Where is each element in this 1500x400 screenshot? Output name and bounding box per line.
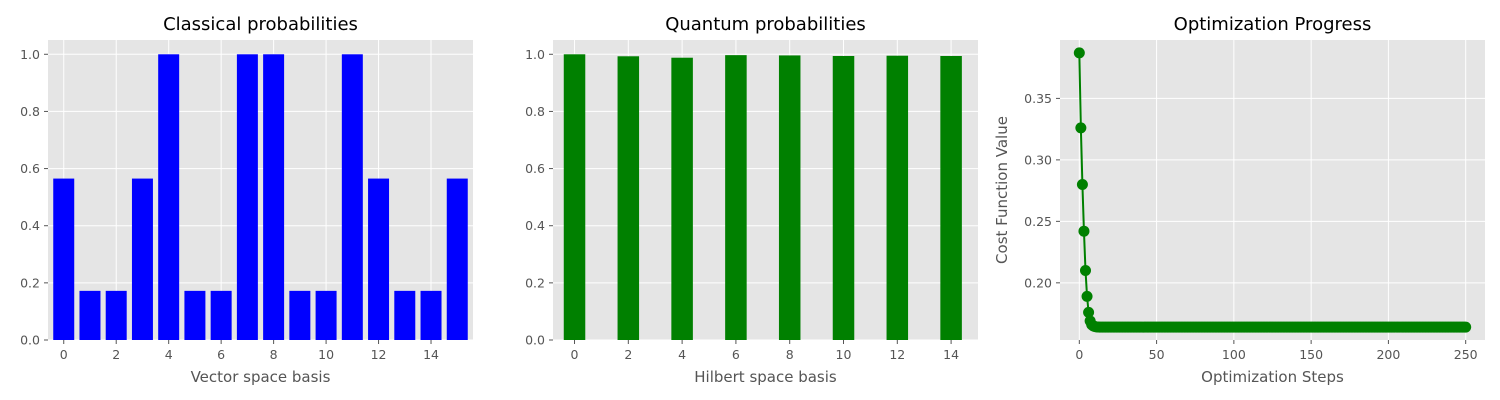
- optimization-y-axis-label: Cost Function Value: [993, 116, 1011, 264]
- classical-bar: [184, 290, 206, 340]
- optimization-x-tick-label: 150: [1299, 347, 1323, 362]
- classical-x-tick-label: 4: [165, 347, 173, 362]
- quantum-bar: [725, 55, 747, 341]
- classical-bar: [341, 54, 363, 341]
- quantum-x-tick-label: 14: [943, 347, 959, 362]
- classical-ticks: 0 2 4 6 8 10 12 14 0.0 0.2 0.4 0.6 0.8 1.0: [20, 47, 439, 362]
- quantum-bar: [617, 56, 640, 341]
- classical-bar: [53, 178, 75, 340]
- optimization-ticks: 0 50 100 150 200 250 0.20 0.25 0.30 0.35: [1024, 91, 1478, 362]
- optimization-point: [1083, 306, 1095, 318]
- classical-x-tick-label: 8: [270, 347, 278, 362]
- quantum-chart-title: Quantum probabilities: [665, 14, 866, 35]
- optimization-point: [1073, 47, 1085, 59]
- optimization-point: [1078, 225, 1090, 237]
- optimization-point: [1460, 321, 1472, 333]
- quantum-bar: [940, 56, 962, 340]
- classical-bar: [158, 54, 180, 341]
- classical-bar: [420, 290, 442, 340]
- optimization-y-tick-label: 0.35: [1024, 91, 1052, 106]
- optimization-x-tick-label: 100: [1222, 347, 1246, 362]
- quantum-bar: [671, 57, 693, 340]
- classical-x-tick-label: 12: [371, 347, 387, 362]
- quantum-x-axis-label: Hilbert space basis: [694, 368, 837, 386]
- optimization-x-axis-label: Optimization Steps: [1201, 368, 1344, 386]
- quantum-x-tick-label: 0: [571, 347, 579, 362]
- quantum-bar: [886, 55, 909, 340]
- quantum-bars: [563, 54, 962, 341]
- quantum-y-tick-label: 0.2: [525, 275, 545, 290]
- optimization-y-tick-label: 0.30: [1024, 152, 1052, 167]
- optimization-x-tick-label: 0: [1075, 347, 1083, 362]
- classical-bar: [210, 290, 232, 340]
- optimization-plot-area: [1060, 40, 1485, 340]
- classical-x-tick-label: 14: [423, 347, 439, 362]
- classical-x-axis-label: Vector space basis: [191, 368, 331, 386]
- quantum-bar: [778, 55, 801, 341]
- optimization-chart-title: Optimization Progress: [1174, 14, 1372, 35]
- classical-y-tick-label: 1.0: [20, 47, 40, 62]
- classical-x-tick-label: 10: [318, 347, 334, 362]
- quantum-y-tick-label: 0.4: [525, 218, 545, 233]
- quantum-x-tick-label: 8: [786, 347, 794, 362]
- quantum-y-tick-label: 0.8: [525, 104, 545, 119]
- quantum-bar: [563, 54, 586, 341]
- classical-y-tick-label: 0.8: [20, 104, 40, 119]
- optimization-point: [1075, 122, 1087, 134]
- classical-bars: [53, 54, 468, 341]
- optimization-point: [1080, 265, 1091, 277]
- quantum-x-tick-label: 10: [836, 347, 852, 362]
- quantum-x-tick-label: 2: [624, 347, 632, 362]
- optimization-x-tick-label: 200: [1376, 347, 1400, 362]
- optimization-x-tick-label: 50: [1149, 347, 1165, 362]
- classical-bar: [446, 178, 468, 340]
- classical-y-tick-label: 0.4: [20, 218, 40, 233]
- optimization-point: [1081, 290, 1093, 302]
- optimization-y-tick-label: 0.25: [1024, 214, 1052, 229]
- optimization-series: [1073, 47, 1472, 333]
- classical-bar: [368, 178, 390, 340]
- classical-bar: [289, 290, 311, 340]
- quantum-ticks: 0 2 4 6 8 10 12 14 0.0 0.2 0.4 0.6 0.8 1.0: [525, 47, 959, 362]
- classical-y-tick-label: 0.0: [20, 333, 40, 348]
- quantum-bar: [832, 56, 855, 340]
- optimization-y-tick-label: 0.20: [1024, 275, 1052, 290]
- classical-bar: [263, 54, 285, 341]
- quantum-y-tick-label: 0.0: [525, 333, 545, 348]
- classical-plot-area: [48, 40, 473, 340]
- optimization-point: [1076, 178, 1088, 190]
- quantum-y-tick-label: 1.0: [525, 47, 545, 62]
- classical-y-tick-label: 0.6: [20, 161, 40, 176]
- classical-x-tick-label: 6: [217, 347, 225, 362]
- optimization-x-tick-label: 250: [1454, 347, 1478, 362]
- quantum-chart: 0 2 4 6 8 10 12 14 0.0 0.2 0.4 0.6 0.8 1.0 Quantum pr…: [525, 14, 978, 386]
- classical-y-tick-label: 0.2: [20, 275, 40, 290]
- quantum-y-tick-label: 0.6: [525, 161, 545, 176]
- classical-bar: [131, 178, 153, 340]
- classical-x-tick-label: 0: [60, 347, 68, 362]
- classical-bar: [105, 290, 127, 340]
- classical-chart-title: Classical probabilities: [163, 14, 358, 35]
- classical-bar: [236, 54, 258, 341]
- optimization-chart: 0 50 100 150 200 250 0.20 0.25 0.30 0.35 Optimiza…: [993, 14, 1485, 386]
- classical-bar: [315, 290, 337, 340]
- classical-chart: 0 2 4 6 8 10 12 14 0.0 0.2 0.4 0.6 0.8 1.0 Classical …: [20, 14, 473, 386]
- quantum-x-tick-label: 12: [889, 347, 905, 362]
- classical-bar: [394, 290, 416, 340]
- quantum-plot-area: [553, 40, 978, 340]
- quantum-x-tick-label: 4: [678, 347, 686, 362]
- classical-bar: [79, 290, 101, 340]
- quantum-x-tick-label: 6: [732, 347, 740, 362]
- classical-x-tick-label: 2: [112, 347, 120, 362]
